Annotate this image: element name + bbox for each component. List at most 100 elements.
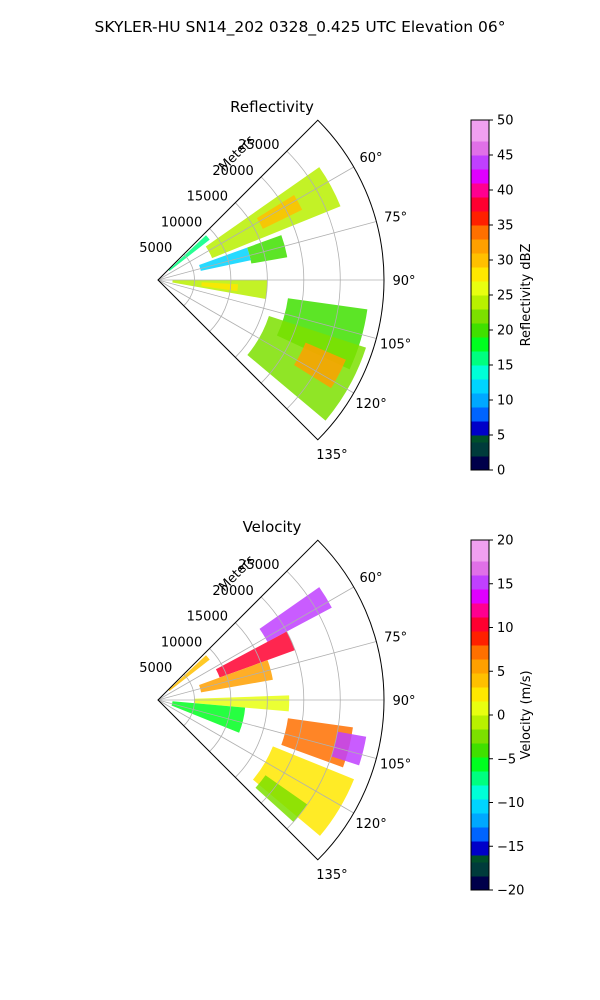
azimuth-tick-label-2: 90° — [392, 274, 415, 289]
colorbar-tick-label-4: 0 — [497, 709, 505, 724]
colorbar-swatch — [471, 617, 489, 632]
colorbar-swatch — [471, 407, 489, 422]
colorbar-swatch — [471, 687, 489, 702]
colorbar-swatch — [471, 841, 489, 856]
echo-region-0 — [168, 655, 210, 692]
colorbar-1: −20 −15 −10 −5 0 5 10 15 20 Velocity (m/s) — [470, 534, 534, 899]
azimuth-tick-label-5: 135° — [316, 868, 347, 883]
colorbar-tick-label-9: 45 — [497, 149, 514, 164]
echo-region-7 — [331, 731, 367, 766]
azimuth-spoke-1 — [157, 221, 377, 281]
figure-title: SKYLER-HU SN14_202 0328_0.425 UTC Elevat… — [95, 18, 506, 37]
colorbar-swatch — [471, 225, 489, 240]
azimuth-tick-label-0: 60° — [360, 151, 383, 166]
echo-region-9 — [255, 775, 308, 822]
colorbar-swatch — [471, 393, 489, 408]
colorbar-swatch — [471, 862, 489, 877]
colorbar-swatch — [471, 855, 489, 863]
colorbar-swatch — [471, 435, 489, 443]
azimuth-spoke-0 — [157, 586, 354, 701]
colorbar-swatch — [471, 876, 489, 891]
colorbar-swatch — [471, 239, 489, 254]
colorbar-swatch — [471, 827, 489, 842]
echo-region-8 — [252, 746, 355, 836]
colorbar-swatch — [471, 785, 489, 800]
echo-region-6 — [201, 282, 239, 292]
colorbar-tick-label-2: 10 — [497, 394, 514, 409]
colorbar-swatch — [471, 141, 489, 156]
panel-1-echoes — [168, 587, 367, 836]
colorbar-swatch — [471, 813, 489, 828]
colorbar-swatch — [471, 799, 489, 814]
azimuth-tick-label-1: 75° — [384, 630, 407, 645]
azimuth-spoke-1 — [157, 641, 377, 701]
colorbar-swatch — [471, 575, 489, 590]
colorbar-tick-label-2: −10 — [497, 796, 524, 811]
echo-region-3 — [247, 235, 288, 264]
colorbar-tick-label-7: 15 — [497, 577, 514, 592]
azimuth-spoke-3 — [157, 699, 377, 759]
radial-tick-label-1: 10000 — [161, 215, 202, 230]
colorbar-swatch — [471, 309, 489, 324]
panel-1-title: Velocity — [243, 518, 302, 536]
panel-0-title: Reflectivity — [230, 98, 314, 116]
colorbar-swatch — [471, 561, 489, 576]
colorbar-swatch — [471, 715, 489, 730]
radial-tick-label-3: 20000 — [212, 584, 253, 599]
echo-region-1 — [259, 587, 332, 642]
radial-tick-label-1: 10000 — [161, 635, 202, 650]
colorbar-swatch — [471, 645, 489, 660]
colorbar-swatch — [471, 183, 489, 198]
colorbar-tick-label-1: 5 — [497, 429, 505, 444]
colorbar-swatch — [471, 211, 489, 226]
colorbar-swatch — [471, 169, 489, 184]
colorbar-tick-label-8: 20 — [497, 534, 514, 549]
colorbar-swatch — [471, 379, 489, 394]
echo-region-9 — [294, 342, 346, 389]
azimuth-spoke-4 — [157, 699, 354, 814]
colorbar-tick-label-4: 20 — [497, 324, 514, 339]
radial-tick-label-3: 20000 — [212, 164, 253, 179]
colorbar-swatch — [471, 197, 489, 212]
azimuth-spoke-3 — [157, 279, 377, 339]
colorbar-swatch — [471, 743, 489, 758]
colorbar-tick-label-10: 50 — [497, 114, 514, 129]
colorbar-swatch — [471, 442, 489, 457]
azimuth-tick-label-4: 120° — [355, 397, 386, 412]
colorbar-swatch — [471, 603, 489, 618]
echo-region-0 — [168, 235, 210, 272]
azimuth-tick-label-4: 120° — [355, 817, 386, 832]
echo-region-2 — [215, 631, 296, 678]
colorbar-swatch — [471, 295, 489, 310]
radial-tick-label-4: 25000 — [238, 138, 279, 153]
panels: Reflectivity500010000150002000025000Mete… — [139, 98, 534, 899]
colorbar-swatch — [471, 421, 489, 436]
azimuth-tick-label-5: 135° — [316, 448, 347, 463]
panel-0-frame — [157, 119, 385, 441]
colorbar-swatch — [471, 155, 489, 170]
radial-tick-label-2: 15000 — [187, 610, 228, 625]
colorbar-swatch — [471, 659, 489, 674]
colorbar-tick-label-7: 35 — [497, 219, 514, 234]
azimuth-spoke-0 — [157, 166, 354, 281]
colorbar-swatch — [471, 540, 489, 562]
colorbar-swatch — [471, 365, 489, 380]
colorbar-swatch — [471, 351, 489, 366]
colorbar-tick-label-3: −5 — [497, 752, 516, 767]
colorbar-swatch — [471, 267, 489, 282]
colorbar-swatch — [471, 120, 489, 142]
panel-1-frame — [157, 539, 385, 861]
radial-tick-label-4: 25000 — [238, 558, 279, 573]
colorbar-tick-label-5: 25 — [497, 289, 514, 304]
colorbar-tick-label-8: 40 — [497, 184, 514, 199]
colorbar-tick-label-6: 30 — [497, 254, 514, 269]
colorbar-label: Reflectivity dBZ — [519, 244, 534, 347]
azimuth-tick-label-3: 105° — [380, 338, 411, 353]
echo-region-5 — [172, 280, 268, 299]
radial-tick-label-2: 15000 — [187, 190, 228, 205]
azimuth-tick-label-2: 90° — [392, 694, 415, 709]
colorbar-swatch — [471, 281, 489, 296]
azimuth-tick-label-1: 75° — [384, 210, 407, 225]
colorbar-tick-label-3: 15 — [497, 359, 514, 374]
